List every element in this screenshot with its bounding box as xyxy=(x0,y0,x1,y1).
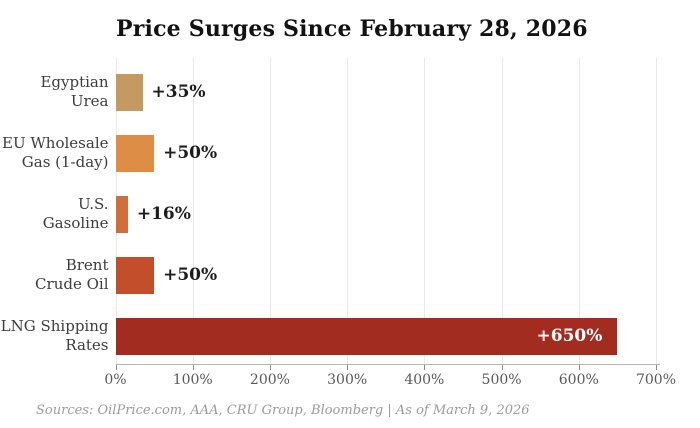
x-axis-tick xyxy=(269,365,271,370)
gridline xyxy=(347,58,349,364)
value-label: +650% xyxy=(536,326,603,346)
value-label: +35% xyxy=(151,82,206,102)
gridline xyxy=(269,58,271,364)
x-axis-tick xyxy=(424,365,426,370)
value-label: +16% xyxy=(136,204,191,224)
x-tick-label: 100% xyxy=(172,372,213,388)
bar xyxy=(115,256,155,294)
bar xyxy=(115,73,143,111)
x-tick-label: 600% xyxy=(558,372,599,388)
gridline xyxy=(656,58,657,364)
x-axis-tick xyxy=(192,365,194,370)
category-label: Egyptian Urea xyxy=(40,73,109,110)
x-axis-tick xyxy=(656,365,657,370)
x-tick-label: 0% xyxy=(104,372,127,388)
bar xyxy=(115,317,618,355)
x-axis-tick xyxy=(501,365,503,370)
gridline xyxy=(192,58,194,364)
x-tick-label: 300% xyxy=(327,372,368,388)
gridline xyxy=(578,58,580,364)
bar xyxy=(115,134,155,172)
x-tick-label: 400% xyxy=(404,372,445,388)
bar xyxy=(115,195,128,233)
category-label: U.S. Gasoline xyxy=(42,195,109,232)
gridline xyxy=(501,58,503,364)
source-note: Sources: OilPrice.com, AAA, CRU Group, B… xyxy=(36,403,530,418)
category-label: EU Wholesale Gas (1-day) xyxy=(2,134,109,171)
x-tick-label: 200% xyxy=(249,372,290,388)
x-axis-line xyxy=(115,364,660,365)
category-label: Brent Crude Oil xyxy=(35,256,109,293)
x-tick-label: 500% xyxy=(481,372,522,388)
value-label: +50% xyxy=(163,143,218,163)
chart-title: Price Surges Since February 28, 2026 xyxy=(116,16,588,42)
x-axis-tick xyxy=(347,365,349,370)
x-axis-tick xyxy=(115,365,117,370)
category-label: LNG Shipping Rates xyxy=(0,317,109,354)
gridline xyxy=(424,58,426,364)
x-tick-label: 700% xyxy=(635,372,677,388)
value-label: +50% xyxy=(163,265,218,285)
x-axis-tick xyxy=(578,365,580,370)
